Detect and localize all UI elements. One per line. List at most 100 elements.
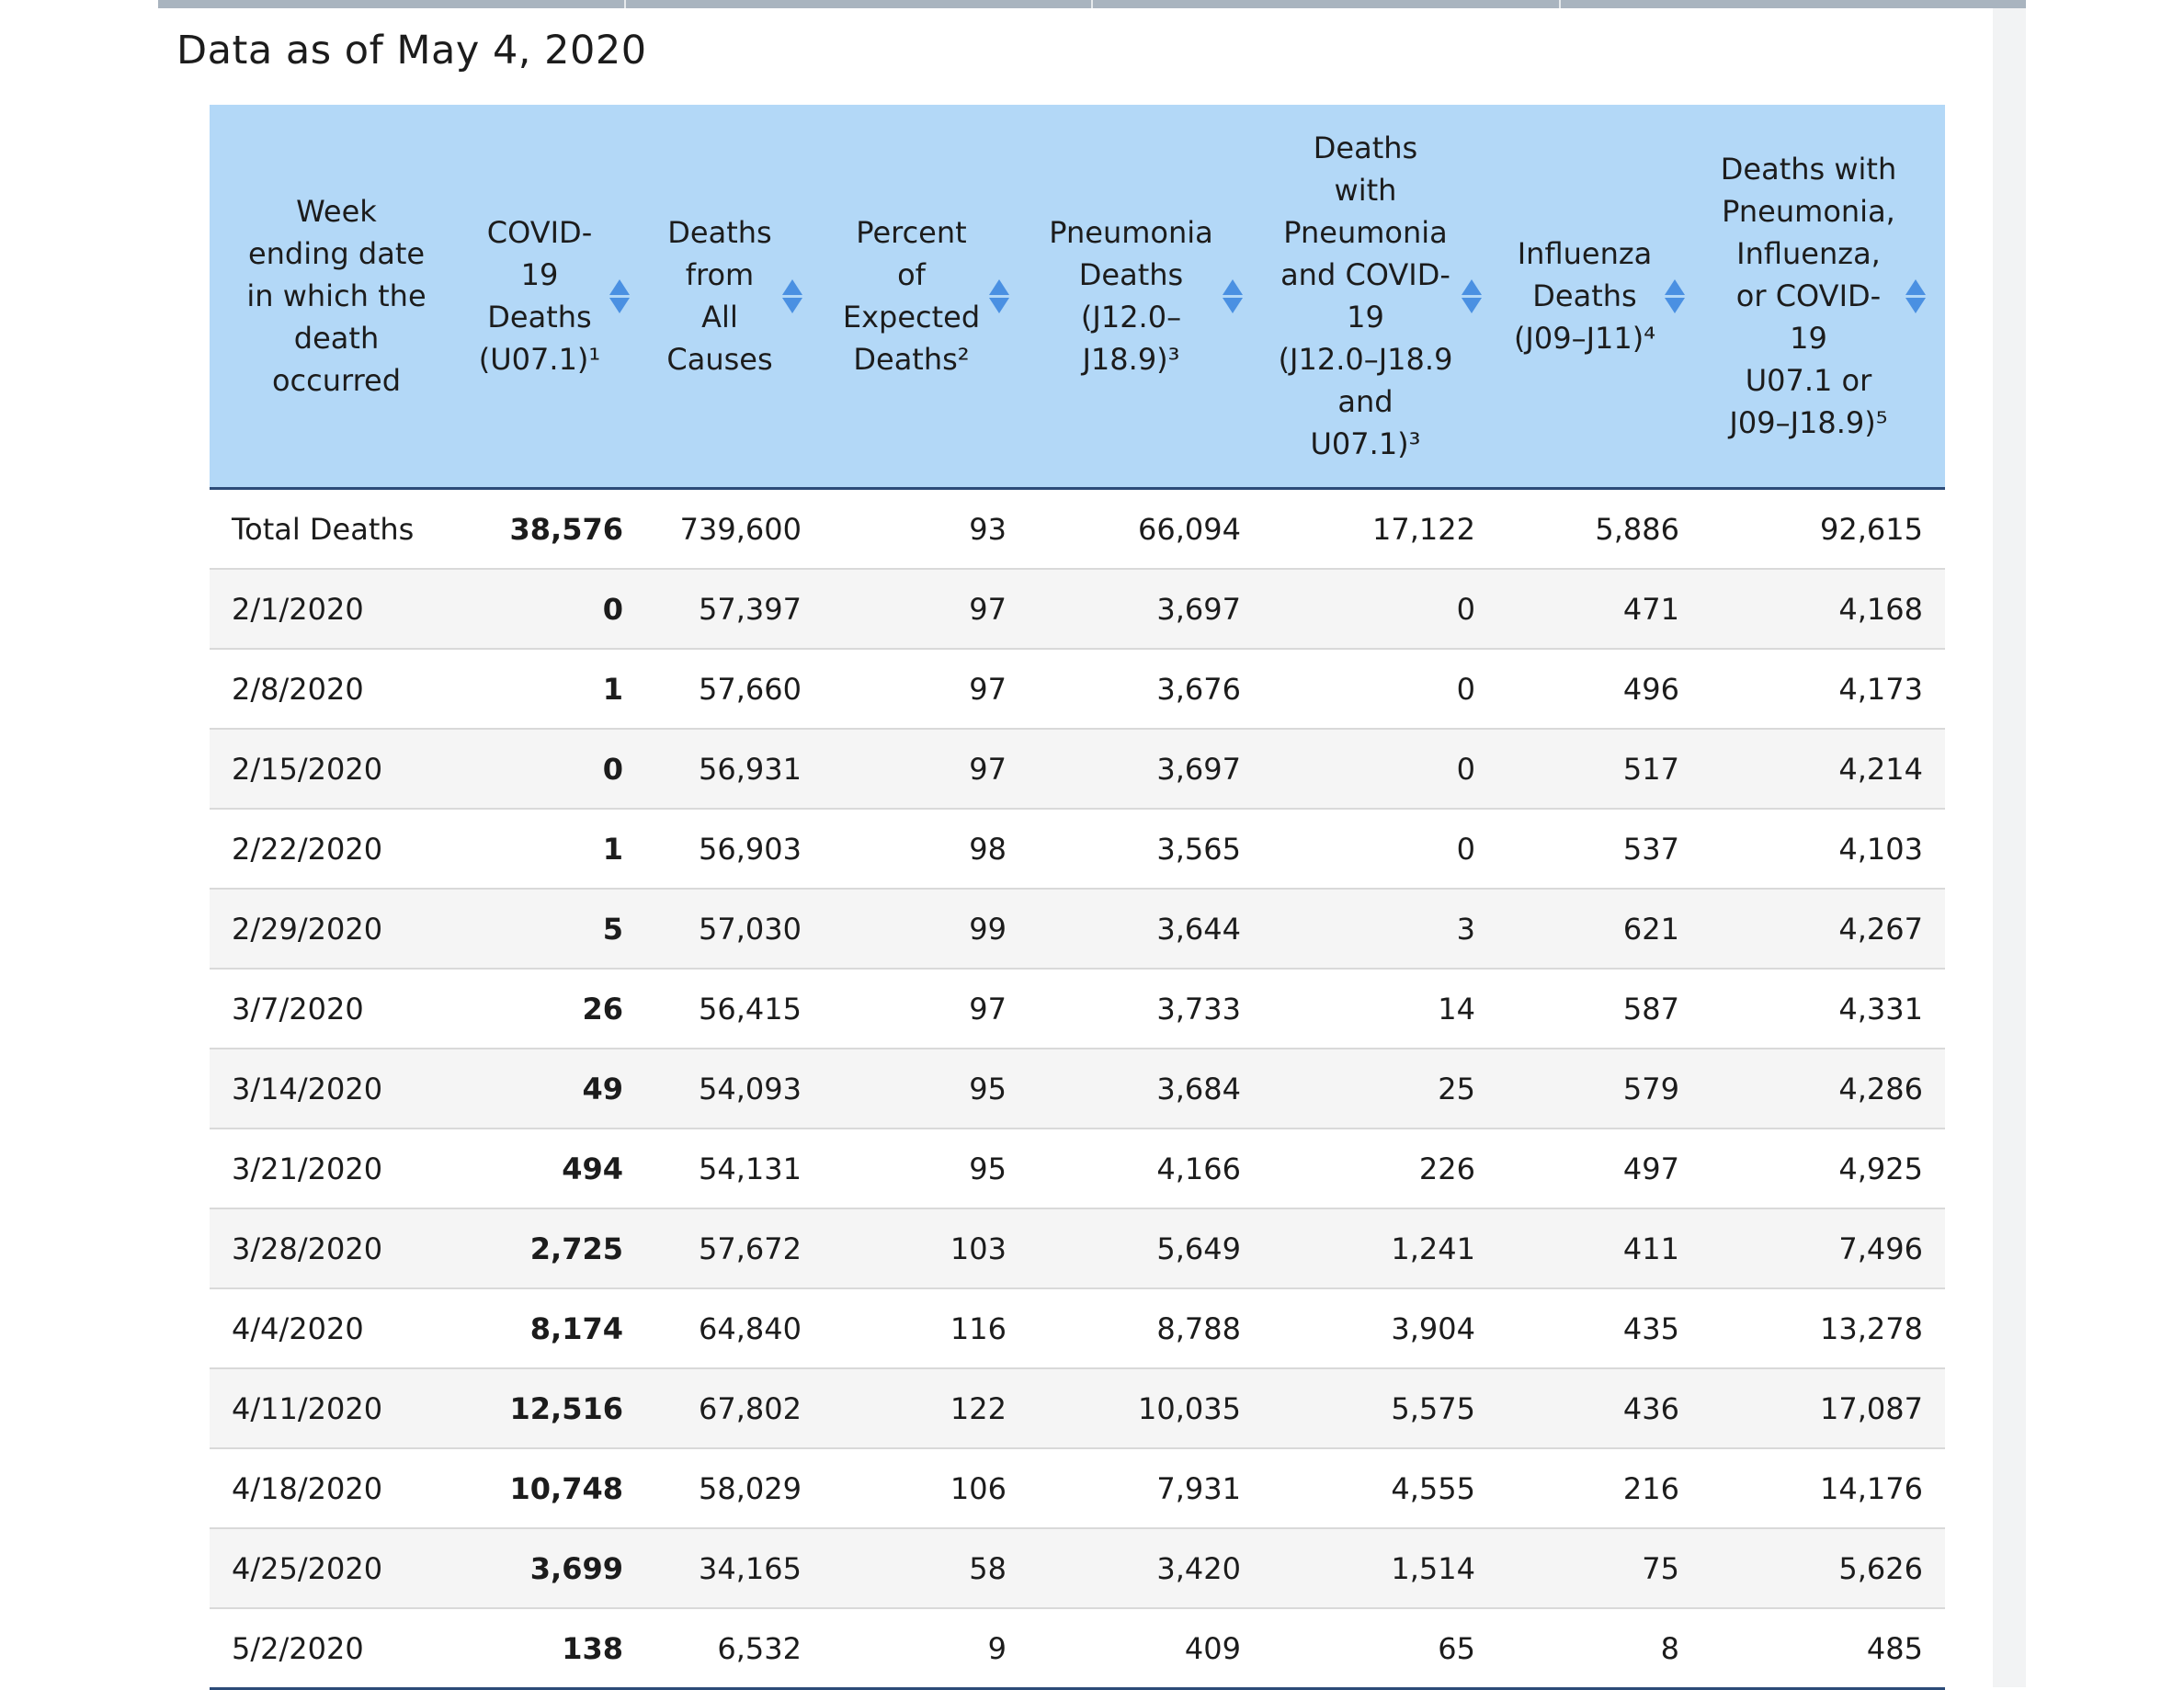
header-line: with (1334, 173, 1397, 208)
value-cell: 1,241 (1263, 1208, 1497, 1289)
value-cell: 4,103 (1701, 809, 1945, 890)
sort-arrows-icon[interactable] (609, 278, 631, 313)
sort-up-arrow (1665, 278, 1686, 295)
header-line: Week (296, 194, 377, 229)
header-line: U07.1)³ (1310, 426, 1421, 461)
value-cell: 4,331 (1701, 969, 1945, 1049)
header-line: Percent (856, 215, 967, 250)
sort-up-arrow (1222, 278, 1243, 295)
value-cell: 4,168 (1701, 569, 1945, 650)
value-cell: 471 (1497, 569, 1701, 650)
sort-arrows-icon[interactable] (1222, 278, 1243, 313)
sort-arrows-icon[interactable] (1665, 278, 1686, 313)
table-row: 2/29/2020 5 57,030 99 3,644 3 621 4,267 (210, 889, 1945, 970)
header-line: Pneumonia (1049, 215, 1213, 250)
column-header-wrap: Percent of Expected Deaths² (829, 211, 1023, 380)
value-cell: 17,087 (1701, 1368, 1945, 1449)
value-cell: 9 (824, 1608, 1029, 1690)
header-line: and COVID- (1280, 257, 1450, 292)
column-header-wrap: Deaths with Pneumonia, Influenza, or COVID-… (1707, 148, 1939, 444)
column-header-wrap: Pneumonia Deaths (J12.0– J18.9)³ (1034, 211, 1257, 380)
value-cell: 0 (1263, 569, 1497, 650)
sort-up-arrow (781, 278, 802, 295)
value-cell: 57,660 (645, 649, 824, 730)
table-row-total: Total Deaths 38,576 739,600 93 66,094 17,122 5… (210, 488, 1945, 570)
column-header-3[interactable]: Percent of Expected Deaths² (824, 105, 1029, 490)
column-header-wrap: Deaths from All Causes (651, 211, 818, 380)
column-header-label: Pneumonia Deaths (J12.0– J18.9)³ (1049, 211, 1213, 380)
value-cell: 54,093 (645, 1049, 824, 1129)
value-cell: 4,214 (1701, 729, 1945, 810)
column-header-5[interactable]: Deaths with Pneumonia and COVID- 19 (J12.0–J1… (1263, 105, 1497, 490)
header-line: ending date (247, 236, 426, 271)
table-row: 3/28/2020 2,725 57,672 103 5,649 1,241 411 7,49… (210, 1208, 1945, 1289)
sort-arrows-icon[interactable] (781, 278, 802, 313)
header-line: U07.1 or (1745, 363, 1872, 398)
value-cell: 10,035 (1029, 1368, 1263, 1449)
value-cell: 97 (824, 649, 1029, 730)
week-cell: 5/2/2020 (210, 1608, 463, 1690)
value-cell: 25 (1263, 1049, 1497, 1129)
column-header-wrap: Week ending date in which the death occurred (215, 190, 458, 402)
header-line: Deaths (1313, 130, 1418, 165)
value-cell: 57,397 (645, 569, 824, 650)
value-cell: 58 (824, 1528, 1029, 1609)
value-cell: 4,267 (1701, 889, 1945, 970)
table-header: Week ending date in which the death occurred… (210, 105, 1945, 490)
week-cell: 2/22/2020 (210, 809, 463, 890)
sort-arrows-icon[interactable] (989, 278, 1010, 313)
top-tab-strip (158, 0, 2026, 8)
value-cell: 95 (824, 1049, 1029, 1129)
table-row: 4/11/2020 12,516 67,802 122 10,035 5,575 436 17… (210, 1368, 1945, 1449)
value-cell: 75 (1497, 1528, 1701, 1609)
column-header-6[interactable]: Influenza Deaths (J09–J11)⁴ (1497, 105, 1701, 490)
value-cell: 99 (824, 889, 1029, 970)
header-line: Pneumonia, (1722, 194, 1895, 229)
value-cell: 56,415 (645, 969, 824, 1049)
column-header-4[interactable]: Pneumonia Deaths (J12.0– J18.9)³ (1029, 105, 1263, 490)
week-cell: 4/11/2020 (210, 1368, 463, 1449)
value-cell: 739,600 (645, 488, 824, 570)
value-cell: 5,575 (1263, 1368, 1497, 1449)
value-cell: 58,029 (645, 1448, 824, 1529)
value-cell: 5,886 (1497, 488, 1701, 570)
value-cell: 6,532 (645, 1608, 824, 1690)
value-cell: 3,644 (1029, 889, 1263, 970)
sort-arrows-icon[interactable] (1905, 278, 1927, 313)
column-header-2[interactable]: Deaths from All Causes (645, 105, 824, 490)
value-cell: 3,676 (1029, 649, 1263, 730)
value-cell: 4,166 (1029, 1129, 1263, 1209)
column-header-label: COVID- 19 Deaths (U07.1)¹ (479, 211, 600, 380)
column-header-wrap: Influenza Deaths (J09–J11)⁴ (1503, 233, 1696, 359)
value-cell: 226 (1263, 1129, 1497, 1209)
value-cell: 4,925 (1701, 1129, 1945, 1209)
sort-arrows-icon[interactable] (1462, 278, 1483, 313)
value-cell: 1,514 (1263, 1528, 1497, 1609)
value-cell: 8,788 (1029, 1288, 1263, 1369)
column-header-7[interactable]: Deaths with Pneumonia, Influenza, or COVID-… (1701, 105, 1945, 490)
page-title: Data as of May 4, 2020 (176, 28, 647, 74)
value-cell: 5,649 (1029, 1208, 1263, 1289)
value-cell: 485 (1701, 1608, 1945, 1690)
value-cell: 57,030 (645, 889, 824, 970)
header-line: Deaths (667, 215, 772, 250)
value-cell: 7,931 (1029, 1448, 1263, 1529)
header-line: occurred (271, 363, 402, 398)
header-line: 19 (1790, 321, 1827, 356)
header-line: J09–J18.9)⁵ (1729, 405, 1888, 440)
column-header-1[interactable]: COVID- 19 Deaths (U07.1)¹ (463, 105, 645, 490)
scrollbar-track[interactable] (1993, 8, 2026, 1687)
week-cell: 2/29/2020 (210, 889, 463, 970)
value-cell: 93 (824, 488, 1029, 570)
header-line: Pneumonia (1283, 215, 1448, 250)
header-line: All (701, 300, 738, 335)
value-cell: 34,165 (645, 1528, 824, 1609)
sort-down-arrow (1462, 297, 1483, 313)
value-cell: 4,555 (1263, 1448, 1497, 1529)
week-cell: 2/15/2020 (210, 729, 463, 810)
header-line: 19 (1347, 300, 1384, 335)
table-row: 2/22/2020 1 56,903 98 3,565 0 537 4,103 (210, 809, 1945, 890)
header-line: COVID- (486, 215, 593, 250)
sort-down-arrow (1905, 297, 1927, 313)
header-line: Influenza (1517, 236, 1653, 271)
